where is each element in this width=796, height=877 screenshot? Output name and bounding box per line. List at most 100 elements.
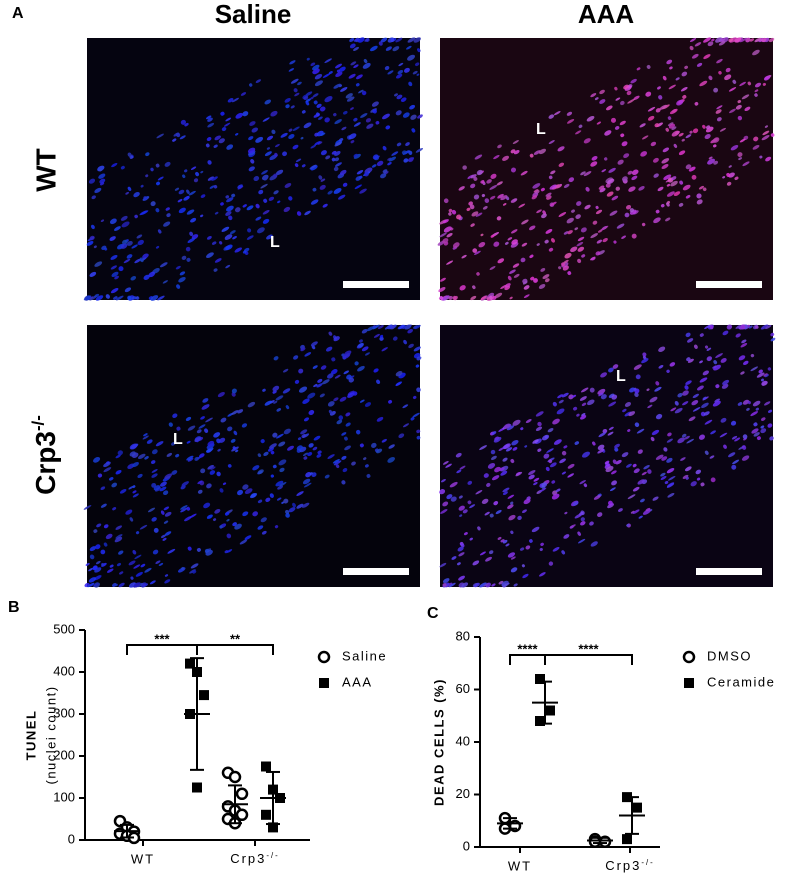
nucleus xyxy=(113,296,118,300)
nucleus xyxy=(301,434,307,438)
scale-bar xyxy=(343,568,409,575)
nucleus xyxy=(636,428,645,434)
nucleus xyxy=(666,482,675,487)
nucleus xyxy=(156,181,160,186)
nucleus xyxy=(578,124,583,129)
data-point xyxy=(235,787,249,801)
nucleus xyxy=(197,480,203,485)
nucleus xyxy=(469,204,475,210)
nucleus xyxy=(304,210,311,216)
nucleus xyxy=(247,147,256,154)
nucleus xyxy=(309,472,313,475)
nucleus xyxy=(255,136,264,143)
nucleus xyxy=(525,419,532,424)
nucleus xyxy=(206,252,214,258)
nucleus xyxy=(726,324,733,330)
nucleus xyxy=(151,517,157,522)
nucleus xyxy=(186,209,195,215)
nucleus xyxy=(520,427,524,431)
nucleus xyxy=(439,489,446,495)
nucleus xyxy=(324,58,332,64)
x-tick-label: WT xyxy=(131,851,155,866)
nucleus xyxy=(410,114,417,120)
nucleus xyxy=(211,176,218,181)
nucleus xyxy=(194,456,200,461)
nucleus xyxy=(235,133,239,136)
nucleus xyxy=(762,82,766,86)
row-title: Crp3-/- xyxy=(29,415,61,495)
nucleus xyxy=(231,193,236,198)
nucleus xyxy=(483,583,489,587)
nucleus xyxy=(380,173,387,179)
nucleus xyxy=(354,184,362,190)
nucleus xyxy=(224,234,233,240)
nucleus xyxy=(382,145,387,151)
nucleus xyxy=(662,75,667,81)
nucleus xyxy=(528,470,536,476)
nucleus xyxy=(523,294,530,299)
nucleus xyxy=(276,408,282,412)
nucleus xyxy=(129,443,138,450)
nucleus xyxy=(695,469,702,475)
nucleus xyxy=(642,509,651,515)
nucleus xyxy=(730,420,737,426)
nucleus xyxy=(339,396,347,402)
nucleus xyxy=(591,155,598,161)
nucleus xyxy=(285,405,290,410)
nucleus xyxy=(261,170,268,175)
nucleus xyxy=(334,157,340,162)
nucleus xyxy=(498,447,504,451)
nucleus xyxy=(740,324,746,330)
nucleus xyxy=(274,143,280,148)
nucleus xyxy=(110,288,119,294)
nucleus xyxy=(92,583,99,587)
nucleus xyxy=(226,518,230,522)
nucleus xyxy=(151,468,158,473)
nucleus xyxy=(210,466,216,470)
nucleus xyxy=(621,141,628,147)
nucleus xyxy=(85,562,90,566)
nucleus xyxy=(290,78,299,84)
nucleus xyxy=(111,482,118,488)
nucleus xyxy=(272,173,278,178)
nucleus xyxy=(504,283,511,288)
nucleus xyxy=(480,180,485,184)
nucleus xyxy=(640,498,645,503)
nucleus xyxy=(200,170,204,174)
nucleus xyxy=(292,126,300,131)
nucleus xyxy=(348,377,355,383)
nucleus xyxy=(362,62,371,69)
nucleus xyxy=(272,385,280,392)
nucleus xyxy=(196,429,202,434)
nucleus xyxy=(324,474,330,479)
nucleus xyxy=(670,180,678,187)
nucleus xyxy=(355,429,361,435)
nucleus xyxy=(378,41,383,46)
nucleus xyxy=(561,550,566,555)
nucleus xyxy=(123,258,131,264)
nucleus xyxy=(722,330,729,336)
nucleus xyxy=(553,439,562,445)
nucleus xyxy=(764,374,769,378)
nucleus xyxy=(286,445,294,451)
y-tick-label: 300 xyxy=(53,705,75,720)
nucleus xyxy=(476,272,480,276)
nucleus xyxy=(355,83,360,87)
nucleus xyxy=(155,441,164,447)
nucleus xyxy=(200,194,206,199)
nucleus xyxy=(446,232,453,238)
nucleus xyxy=(723,444,727,449)
nucleus xyxy=(536,209,542,214)
nucleus xyxy=(677,437,685,444)
nucleus xyxy=(303,482,312,488)
nucleus xyxy=(262,209,270,215)
nucleus xyxy=(207,440,215,447)
nucleus xyxy=(671,130,680,137)
nucleus xyxy=(513,150,520,155)
nucleus xyxy=(481,193,486,198)
nucleus xyxy=(333,188,342,194)
nucleus xyxy=(205,549,213,556)
x-tick-label: WT xyxy=(508,858,532,873)
nucleus xyxy=(206,137,212,142)
nucleus xyxy=(331,357,336,362)
